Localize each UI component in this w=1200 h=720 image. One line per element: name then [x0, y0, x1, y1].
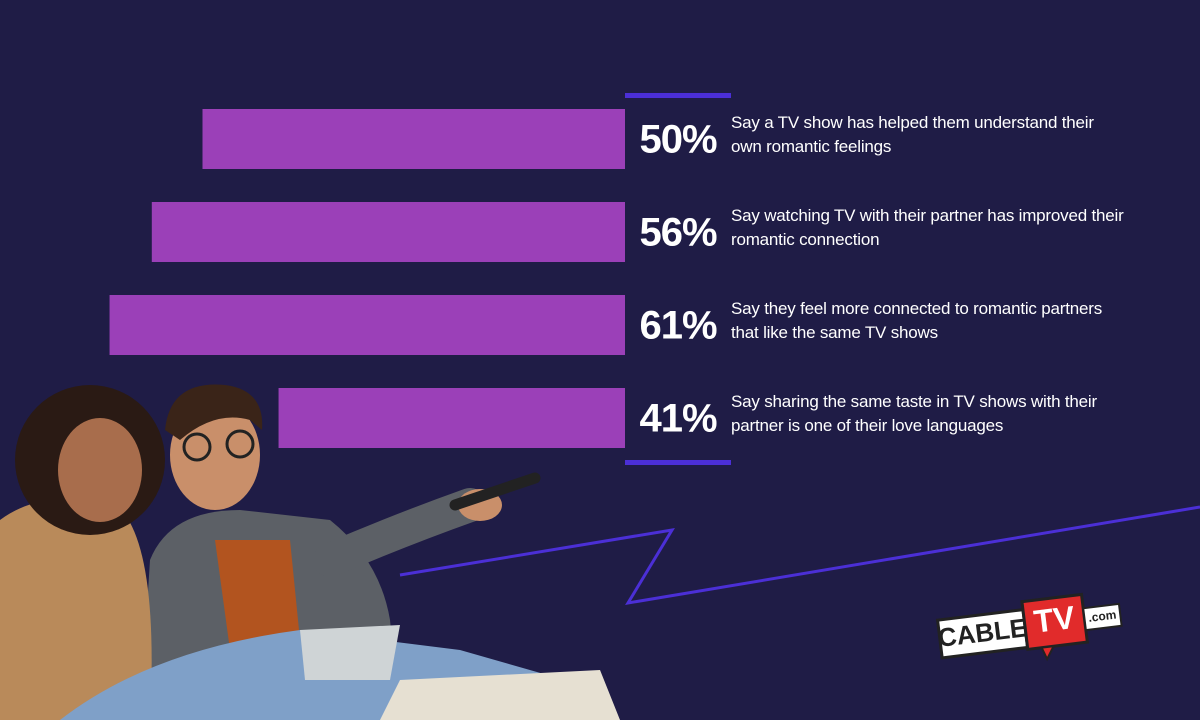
category-label: Say a TV show has helped them understand… — [731, 113, 1094, 156]
bar — [278, 388, 625, 448]
category-label: Say they feel more connected to romantic… — [731, 299, 1103, 342]
category-label: Say sharing the same taste in TV shows w… — [731, 392, 1097, 435]
accent-rule — [625, 460, 731, 465]
bar — [151, 202, 626, 262]
logo: CABLE TV .com — [935, 592, 1123, 662]
couple-illustration — [0, 384, 620, 720]
logo-highlight: TV — [1032, 599, 1078, 640]
value-label: 61% — [639, 304, 716, 348]
accent-rule — [625, 93, 731, 98]
value-label: 56% — [639, 211, 716, 255]
value-label: 41% — [639, 397, 716, 441]
logo-tail — [1040, 644, 1056, 662]
bar — [109, 295, 626, 355]
logo-suffix: .com — [1088, 608, 1118, 625]
value-label: 50% — [639, 118, 716, 162]
category-label: Say watching TV with their partner has i… — [731, 206, 1124, 249]
logo-suffix-box — [1082, 602, 1123, 632]
zigzag-line — [399, 505, 1200, 606]
bar — [202, 109, 625, 169]
